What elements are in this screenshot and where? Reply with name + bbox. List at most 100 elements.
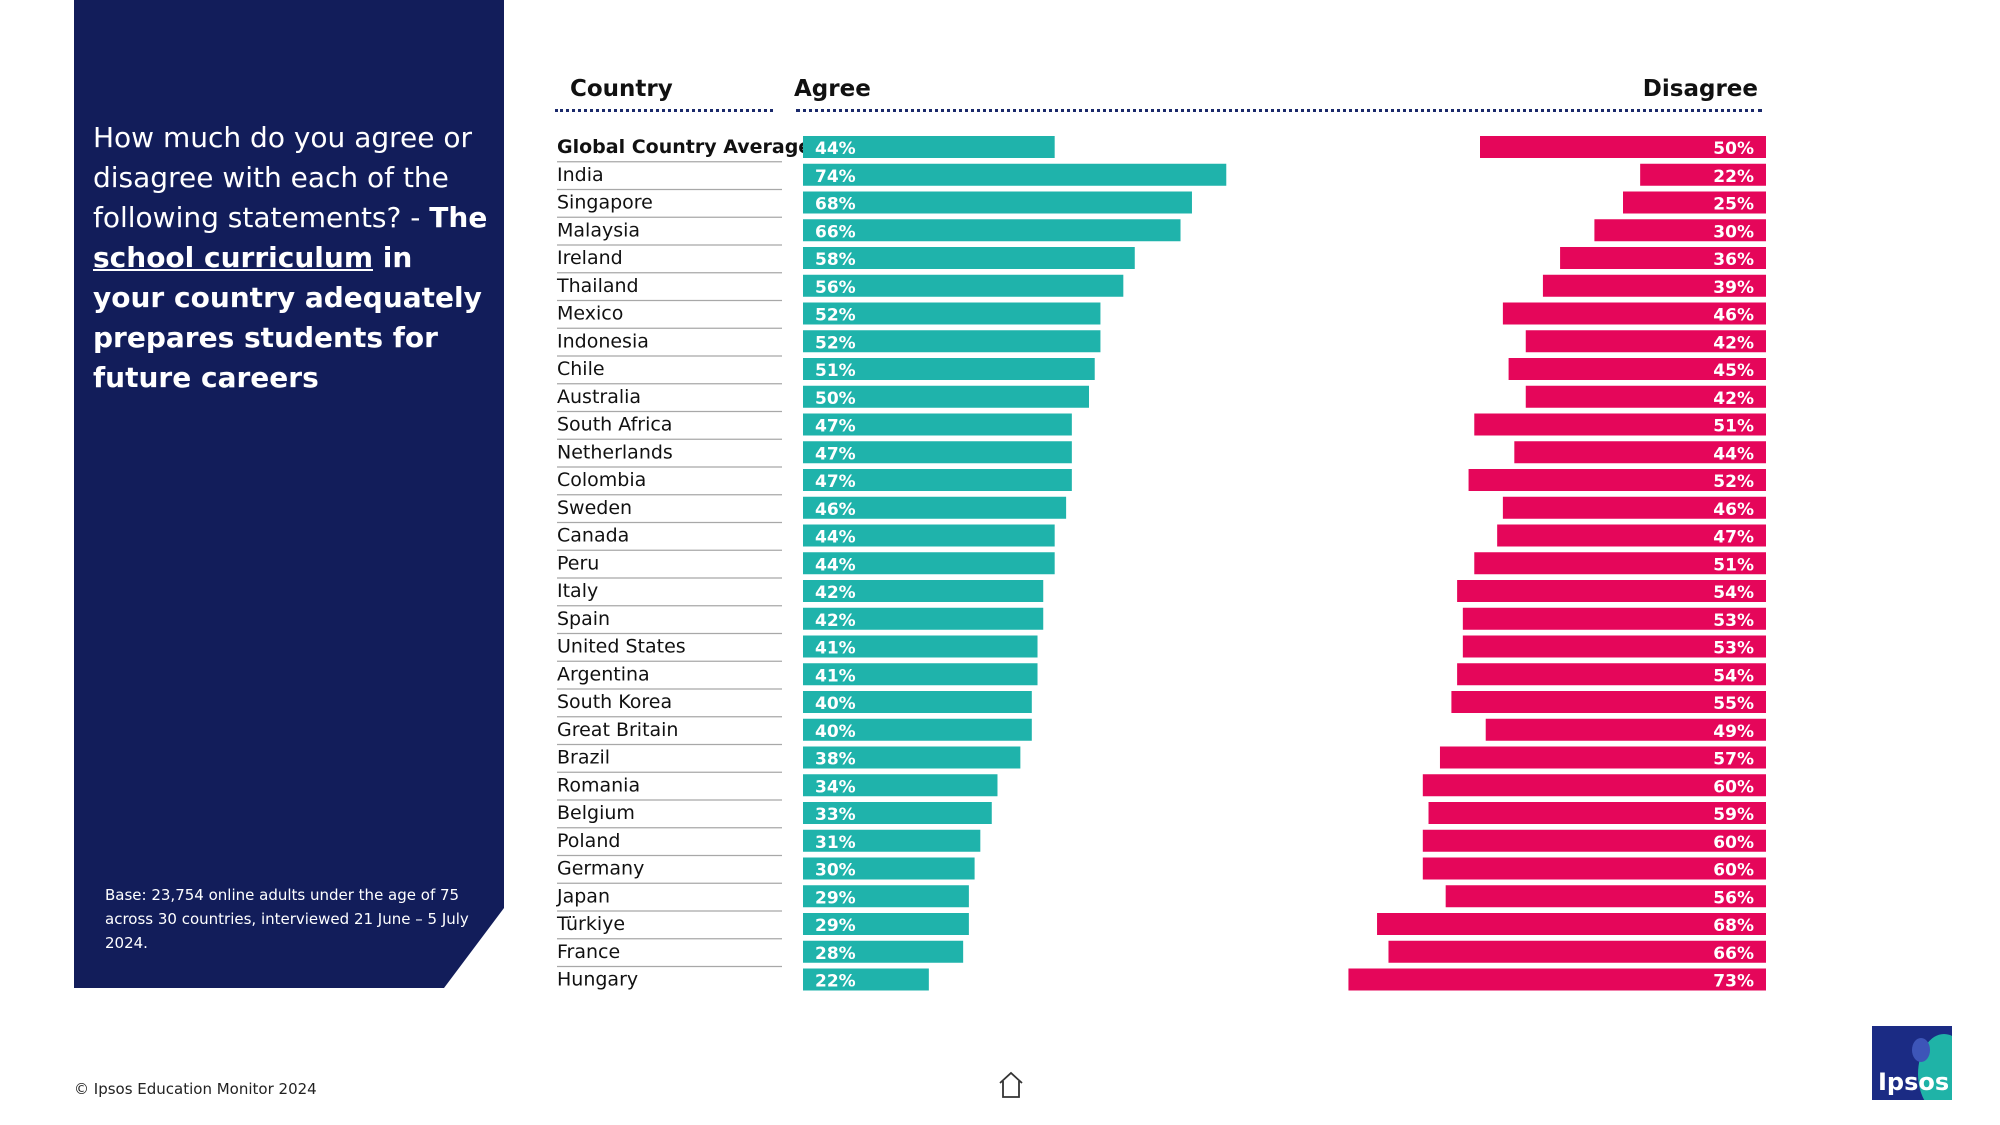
agree-bar-romania	[803, 774, 998, 797]
disagree-bar-indonesia	[1525, 330, 1766, 353]
country-label-hungary: Hungary	[557, 969, 638, 991]
disagree-value-thailand: 39%	[1713, 278, 1754, 298]
disagree-value-italy: 54%	[1713, 583, 1754, 603]
disagree-value-global-country-average: 50%	[1713, 139, 1754, 159]
disagree-bar-australia	[1525, 385, 1766, 408]
country-label-netherlands: Netherlands	[557, 441, 673, 463]
question-underline: school curriculum	[93, 241, 373, 274]
disagree-bar-netherlands	[1514, 441, 1766, 464]
disagree-value-mexico: 46%	[1713, 306, 1754, 326]
disagree-bar-t-rkiye	[1377, 913, 1766, 935]
agree-bar-global-country-average	[803, 136, 1055, 158]
disagree-bar-belgium	[1428, 802, 1766, 824]
agree-value-france: 28%	[815, 944, 856, 964]
agree-bar-canada	[803, 524, 1055, 547]
agree-value-united-states: 41%	[815, 639, 856, 659]
agree-value-indonesia: 52%	[815, 333, 856, 353]
country-label-india: India	[557, 164, 604, 186]
disagree-value-sweden: 46%	[1713, 500, 1754, 520]
agree-bar-singapore	[803, 191, 1192, 214]
agree-value-poland: 31%	[815, 833, 856, 853]
disagree-value-japan: 56%	[1713, 888, 1754, 908]
disagree-bar-japan	[1445, 885, 1766, 908]
agree-value-india: 74%	[815, 167, 856, 187]
agree-value-colombia: 47%	[815, 472, 856, 492]
country-header-divider	[555, 109, 773, 112]
agree-value-canada: 44%	[815, 528, 856, 548]
disagree-value-colombia: 52%	[1713, 472, 1754, 492]
country-label-global-country-average: Global Country Average	[557, 136, 811, 158]
disagree-value-hungary: 73%	[1713, 972, 1754, 992]
country-label-argentina: Argentina	[557, 663, 650, 685]
country-label-italy: Italy	[557, 580, 598, 602]
agree-value-netherlands: 47%	[815, 444, 856, 464]
agree-value-hungary: 22%	[815, 972, 856, 992]
disagree-value-south-korea: 55%	[1713, 694, 1754, 714]
home-icon[interactable]	[998, 1070, 1024, 1100]
disagree-bar-united-states	[1462, 635, 1766, 658]
disagree-bar-great-britain	[1485, 718, 1766, 741]
country-label-south-korea: South Korea	[557, 691, 672, 713]
question-suffix: in your country adequately prepares stud…	[93, 241, 482, 394]
country-label-singapore: Singapore	[557, 192, 653, 214]
disagree-value-germany: 60%	[1713, 861, 1754, 881]
agree-value-spain: 42%	[815, 611, 856, 631]
agree-bar-indonesia	[803, 330, 1101, 353]
country-label-great-britain: Great Britain	[557, 719, 678, 741]
agree-value-south-africa: 47%	[815, 417, 856, 437]
agree-bar-united-states	[803, 635, 1038, 658]
agree-bar-france	[803, 940, 964, 963]
question-the: The	[429, 201, 488, 234]
disagree-value-romania: 60%	[1713, 777, 1754, 797]
agree-value-romania: 34%	[815, 777, 856, 797]
agree-value-brazil: 38%	[815, 750, 856, 770]
country-label-japan: Japan	[556, 885, 610, 907]
agree-bar-hungary	[803, 968, 929, 991]
disagree-value-india: 22%	[1713, 167, 1754, 187]
agree-bar-belgium	[803, 802, 992, 824]
agree-value-italy: 42%	[815, 583, 856, 603]
disagree-header: Disagree	[1642, 76, 1758, 102]
disagree-bar-peru	[1474, 552, 1766, 575]
disagree-value-singapore: 25%	[1713, 195, 1754, 215]
agree-header: Agree	[794, 76, 871, 102]
agree-value-south-korea: 40%	[815, 694, 856, 714]
country-label-brazil: Brazil	[557, 747, 610, 769]
agree-value-japan: 29%	[815, 888, 856, 908]
country-label-ireland: Ireland	[557, 247, 623, 269]
agree-bar-colombia	[803, 469, 1072, 491]
disagree-bar-india	[1640, 163, 1766, 186]
question-prefix: How much do you agree or disagree with e…	[93, 121, 473, 234]
country-label-thailand: Thailand	[556, 275, 639, 297]
agree-value-global-country-average: 44%	[815, 139, 856, 159]
agree-bar-malaysia	[803, 219, 1181, 242]
country-label-malaysia: Malaysia	[557, 219, 640, 241]
agree-bar-t-rkiye	[803, 913, 969, 935]
agree-bar-mexico	[803, 302, 1101, 325]
country-label-australia: Australia	[557, 386, 641, 408]
disagree-value-spain: 53%	[1713, 611, 1754, 631]
disagree-value-united-states: 53%	[1713, 639, 1754, 659]
ipsos-logo: Ipsos	[1872, 1026, 1952, 1100]
agree-bar-spain	[803, 607, 1044, 630]
disagree-value-malaysia: 30%	[1713, 222, 1754, 242]
disagree-bar-spain	[1462, 607, 1766, 630]
country-label-t-rkiye: Türkiye	[556, 913, 625, 935]
agree-value-t-rkiye: 29%	[815, 916, 856, 936]
disagree-bar-italy	[1457, 580, 1766, 602]
logo-text: Ipsos	[1878, 1068, 1950, 1096]
disagree-value-ireland: 36%	[1713, 250, 1754, 270]
country-label-south-africa: South Africa	[557, 414, 672, 436]
country-label-belgium: Belgium	[557, 802, 635, 824]
country-label-germany: Germany	[557, 858, 644, 880]
country-label-indonesia: Indonesia	[557, 330, 649, 352]
country-label-peru: Peru	[557, 552, 599, 574]
agree-bar-japan	[803, 885, 969, 908]
country-label-united-states: United States	[557, 636, 686, 658]
agree-value-argentina: 41%	[815, 666, 856, 686]
disagree-value-t-rkiye: 68%	[1713, 916, 1754, 936]
disagree-bar-south-africa	[1474, 413, 1766, 436]
disagree-bar-sweden	[1502, 496, 1766, 519]
country-label-spain: Spain	[557, 608, 610, 630]
